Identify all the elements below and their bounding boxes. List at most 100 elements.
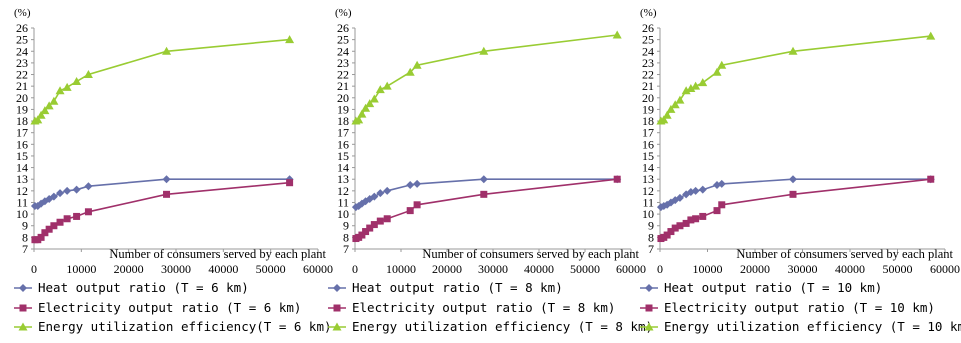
y-tick-label: 8 [343, 230, 349, 244]
data-point-energy [49, 96, 59, 105]
y-tick-label: 10 [16, 207, 28, 221]
y-tick-label: 26 [337, 21, 349, 35]
y-tick-label: 23 [642, 56, 654, 70]
legend-marker [332, 322, 342, 331]
x-tick-label: 40000 [208, 262, 238, 276]
data-point-heat [49, 192, 58, 201]
data-point-energy [285, 35, 295, 44]
y-tick-label: 23 [337, 56, 349, 70]
y-tick-label: 11 [642, 195, 654, 209]
data-point-electricity [687, 216, 695, 224]
y-unit-label: (%) [14, 7, 31, 19]
y-tick-label: 22 [16, 68, 28, 82]
y-tick-label: 17 [337, 126, 349, 140]
legend-label-electricity: Electricity output ratio (T = 8 km) [352, 300, 615, 315]
data-point-energy [926, 31, 936, 40]
data-point-electricity [56, 218, 64, 226]
y-unit-label: (%) [335, 7, 352, 19]
y-tick-label: 12 [337, 184, 349, 198]
data-point-electricity [50, 222, 58, 230]
y-tick-label: 16 [642, 137, 654, 151]
data-point-electricity [692, 215, 700, 223]
legend-label-energy: Energy utilization efficiency(T = 6 km) [38, 319, 332, 334]
y-tick-label: 12 [16, 184, 28, 198]
legend-marker [333, 284, 341, 292]
data-point-heat [72, 185, 81, 194]
y-tick-label: 10 [642, 207, 654, 221]
data-point-energy [369, 94, 379, 103]
data-point-energy [717, 60, 727, 69]
y-unit-label: (%) [640, 7, 657, 19]
y-tick-label: 20 [642, 91, 654, 105]
data-point-energy [691, 81, 701, 90]
y-tick-label: 19 [642, 102, 654, 116]
data-point-heat [717, 179, 726, 188]
y-tick-label: 19 [337, 102, 349, 116]
legend-label-heat: Heat output ratio (T = 8 km) [352, 280, 563, 295]
data-point-electricity [480, 190, 488, 198]
x-tick-label: 60000 [303, 262, 333, 276]
data-point-electricity [713, 207, 721, 215]
y-tick-label: 13 [337, 172, 349, 186]
x-tick-label: 50000 [883, 262, 913, 276]
data-point-electricity [163, 190, 171, 198]
data-point-energy [36, 110, 46, 119]
y-tick-label: 7 [648, 242, 654, 256]
x-axis-title: Number of consumers served by each plant [736, 247, 953, 261]
y-tick-label: 24 [642, 44, 654, 58]
data-point-electricity [383, 215, 391, 223]
y-tick-label: 16 [16, 137, 28, 151]
x-tick-label: 50000 [570, 262, 600, 276]
x-tick-label: 0 [352, 262, 358, 276]
data-point-electricity [366, 224, 374, 232]
series-line-energy [34, 38, 290, 122]
data-point-electricity [73, 212, 81, 220]
x-tick-label: 30000 [788, 262, 818, 276]
y-tick-label: 15 [16, 149, 28, 163]
y-tick-label: 14 [337, 161, 349, 175]
y-tick-label: 18 [642, 114, 654, 128]
data-point-energy [62, 82, 72, 91]
y-tick-label: 25 [337, 33, 349, 47]
series-line-energy [660, 35, 931, 122]
data-point-electricity [37, 233, 45, 241]
x-tick-label: 20000 [740, 262, 770, 276]
y-tick-label: 14 [16, 161, 28, 175]
data-point-energy [44, 101, 54, 110]
data-point-energy [412, 60, 422, 69]
data-point-energy [405, 67, 415, 76]
data-point-energy [659, 115, 669, 124]
data-point-electricity [671, 224, 679, 232]
legend-label-energy: Energy utilization efficiency (T = 8 km) [352, 319, 653, 334]
data-point-heat [84, 182, 93, 191]
x-tick-label: 40000 [524, 262, 554, 276]
x-tick-label: 30000 [478, 262, 508, 276]
data-point-energy [666, 104, 676, 113]
data-point-energy [698, 78, 708, 87]
y-tick-label: 17 [642, 126, 654, 140]
data-point-electricity [613, 175, 621, 183]
data-point-heat [698, 185, 707, 194]
data-point-electricity [45, 225, 53, 233]
x-axis-title: Number of consumers served by each plant [422, 247, 639, 261]
y-tick-label: 16 [337, 137, 349, 151]
data-point-electricity [699, 212, 707, 220]
y-tick-label: 11 [337, 195, 349, 209]
data-point-energy [712, 67, 722, 76]
data-point-energy [788, 46, 798, 55]
y-tick-label: 22 [337, 68, 349, 82]
legend-marker [645, 304, 653, 312]
x-tick-label: 0 [657, 262, 663, 276]
y-tick-label: 22 [642, 68, 654, 82]
data-point-electricity [63, 215, 71, 223]
x-tick-label: 60000 [616, 262, 646, 276]
data-point-electricity [718, 201, 726, 209]
series-line-heat [34, 178, 290, 207]
y-tick-label: 26 [642, 21, 654, 35]
y-tick-label: 24 [16, 44, 28, 58]
y-tick-label: 8 [648, 230, 654, 244]
y-tick-label: 13 [642, 172, 654, 186]
data-point-electricity [667, 228, 675, 236]
data-point-energy [612, 30, 622, 39]
